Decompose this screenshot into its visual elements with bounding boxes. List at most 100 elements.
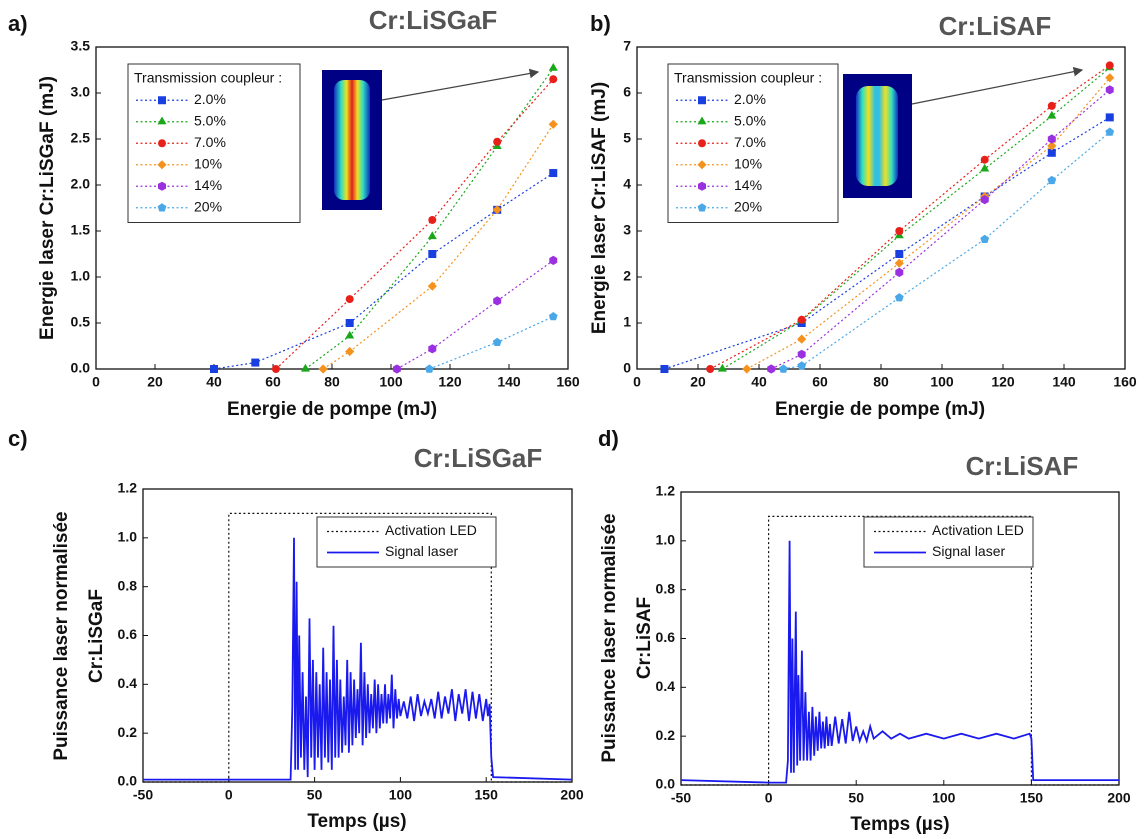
y-axis-label: Energie laser Cr:LiSAF (mJ) (589, 82, 610, 334)
marker (549, 75, 558, 84)
panel-label: d) (598, 426, 619, 451)
x-axis-label: Energie de pompe (mJ) (775, 399, 985, 420)
x-tick-label: 80 (324, 374, 340, 390)
y-tick-label: 6 (623, 84, 631, 100)
series-line (322, 123, 554, 370)
legend-label: 20% (734, 198, 762, 214)
chart-title: Cr:LiSGaF (414, 443, 543, 473)
legend-box (316, 516, 497, 568)
x-tick-label: 50 (848, 790, 864, 806)
x-tick-label: 20 (147, 374, 163, 390)
x-tick-label: 200 (560, 787, 584, 803)
marker (1047, 148, 1056, 157)
marker (895, 267, 904, 277)
marker (318, 364, 328, 374)
marker (1105, 113, 1114, 122)
marker (1105, 61, 1114, 70)
marker (549, 169, 558, 178)
y-tick-label: 0.4 (656, 678, 676, 694)
marker (1105, 73, 1115, 83)
marker (980, 155, 989, 164)
legend-label: 10% (194, 155, 222, 171)
x-tick-label: 150 (475, 787, 499, 803)
series-line (275, 78, 554, 370)
marker (1047, 175, 1057, 185)
legend-label: 7.0% (734, 134, 766, 150)
marker (157, 203, 167, 212)
x-tick-label: 40 (206, 374, 222, 390)
series-line (664, 116, 1111, 370)
legend-label: Signal laser (385, 543, 458, 559)
y-axis-label: Cr:LiSGaF (86, 589, 107, 683)
marker (157, 116, 167, 125)
y-axis-label: Cr:LiSAF (634, 597, 655, 679)
series-line (143, 537, 573, 781)
panel-label: c) (8, 426, 28, 451)
y-tick-label: 0.8 (656, 580, 676, 596)
legend-title: Transmission coupleur : (674, 69, 822, 85)
marker (427, 231, 437, 240)
marker (345, 346, 355, 357)
marker (698, 181, 706, 191)
series-line (680, 540, 1119, 784)
marker (425, 364, 434, 373)
marker (717, 363, 727, 372)
marker (251, 358, 260, 367)
y-tick-label: 0.0 (71, 360, 91, 376)
x-tick-label: 120 (438, 374, 462, 390)
marker (698, 96, 706, 105)
marker (157, 160, 167, 170)
chart-title: Cr:LiSAF (966, 451, 1079, 481)
y-tick-label: 2.0 (71, 176, 91, 192)
series-line (770, 89, 1111, 370)
legend-label: 7.0% (194, 134, 226, 150)
x-tick-label: 0 (225, 787, 233, 803)
series-line (396, 259, 554, 370)
y-tick-label: 1.0 (71, 268, 91, 284)
x-tick-label: 120 (991, 374, 1015, 390)
marker (660, 365, 669, 373)
legend-label: Activation LED (932, 522, 1024, 538)
y-tick-label: 0.0 (656, 776, 676, 792)
marker (698, 139, 706, 148)
panel-label: a) (8, 11, 28, 36)
x-tick-label: 100 (389, 787, 413, 803)
x-tick-label: 60 (265, 374, 281, 390)
marker (797, 361, 807, 370)
y-tick-label: 3.5 (71, 38, 91, 54)
y-tick-label: 3 (623, 222, 631, 238)
legend-label: 20% (194, 198, 222, 214)
marker (980, 234, 990, 243)
y-tick-label: 2 (623, 268, 631, 284)
x-tick-label: 160 (1113, 374, 1137, 390)
legend-label: Signal laser (932, 543, 1005, 559)
legend-label: Activation LED (385, 522, 477, 538)
y-tick-label: 0.8 (118, 577, 138, 593)
marker (1105, 85, 1114, 95)
marker (548, 312, 558, 321)
marker (492, 337, 502, 346)
chart-title: Cr:LiSAF (939, 11, 1052, 41)
legend-title: Transmission coupleur : (134, 69, 282, 85)
marker (980, 195, 989, 205)
marker (493, 296, 502, 306)
marker (492, 205, 502, 215)
legend-label: 10% (734, 155, 762, 171)
y-tick-label: 0.2 (118, 724, 138, 740)
series-line (681, 515, 1119, 786)
panel-label: b) (590, 11, 611, 36)
y-axis-label: Energie laser Cr:LiSGaF (mJ) (37, 76, 58, 340)
legend-box (863, 516, 1034, 568)
x-axis-label: Energie de pompe (mJ) (227, 399, 437, 420)
x-tick-label: 0 (633, 374, 641, 390)
x-axis-label: Temps (µs) (307, 811, 406, 832)
legend-label: 14% (194, 177, 222, 193)
x-tick-label: 100 (379, 374, 403, 390)
marker (428, 215, 437, 224)
x-tick-label: 40 (751, 374, 767, 390)
y-tick-label: 0.2 (656, 727, 676, 743)
marker (767, 364, 776, 374)
marker (210, 365, 218, 373)
y-tick-label: 2.5 (71, 130, 91, 146)
marker (697, 160, 707, 170)
